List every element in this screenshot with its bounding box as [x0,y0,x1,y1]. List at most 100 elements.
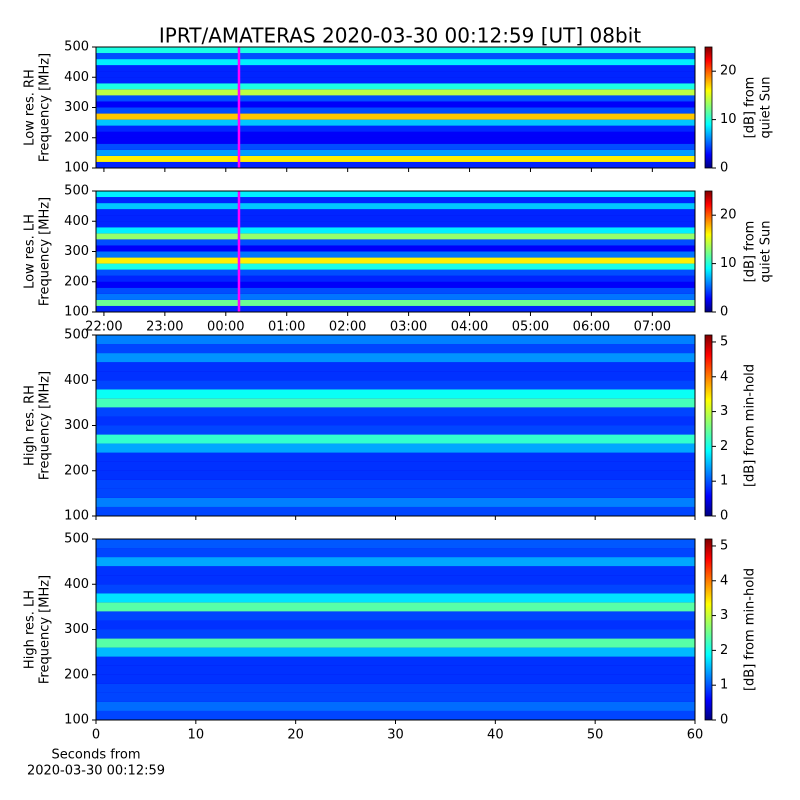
y-tick-label: 500 [64,184,89,199]
colorbar-tick-label: 3 [720,608,728,623]
y-tick-label: 500 [64,40,89,55]
y-tick-label: 100 [64,713,89,728]
x-tick-label: 03:00 [390,320,427,335]
y-tick-label: 200 [64,667,89,682]
heat-band [96,221,695,228]
x-axis-label: Seconds from [51,748,140,763]
y-tick-label: 100 [64,161,89,176]
heat-band [96,443,695,453]
x-tick-label: 60 [687,728,704,743]
heat-band [96,239,695,246]
y-axis-label: Frequency [MHz] [38,53,53,162]
x-tick-label: 20 [287,728,304,743]
heat-band [96,407,695,417]
heat-band [96,692,695,702]
heat-band [96,506,695,516]
colorbar-tick-label: 2 [720,439,728,454]
heat-band [96,434,695,444]
x-tick-label: 23:00 [146,320,183,335]
colorbar [704,334,713,517]
y-axis-label: Frequency [MHz] [38,575,53,684]
y-axis-label: High res. RH [23,385,38,466]
heat-band [96,335,695,345]
heat-band [96,203,695,210]
heat-band [96,299,695,306]
x-tick-label: 30 [387,728,404,743]
heat-band [96,566,695,576]
y-tick-label: 300 [64,622,89,637]
heat-band [96,425,695,435]
heat-band [96,638,695,648]
y-tick-label: 400 [64,214,89,229]
heat-band [96,149,695,156]
colorbar [704,538,713,721]
heat-band [96,398,695,408]
x-tick-label: 50 [587,728,604,743]
x-tick-label: 02:00 [329,320,366,335]
colorbar-tick-label: 0 [720,161,728,176]
y-tick-label: 500 [64,532,89,547]
y-tick-label: 400 [64,373,89,388]
heat-band [96,479,695,489]
x-tick-label: 40 [487,728,504,743]
heat-band [96,245,695,252]
heat-band [96,380,695,390]
colorbar [704,190,713,313]
heat-band [96,101,695,108]
heat-band [96,281,695,288]
heat-band [96,452,695,462]
colorbar-tick-label: 20 [720,208,737,223]
y-tick-label: 200 [64,463,89,478]
heat-band [96,470,695,480]
heat-band [96,539,695,549]
colorbar-tick-label: 10 [720,256,737,271]
heat-band [96,575,695,585]
x-tick-label: 07:00 [634,320,671,335]
heat-band [96,362,695,372]
y-tick-label: 500 [64,328,89,343]
heat-band [96,137,695,144]
y-axis-label: Low res. RH [23,69,38,146]
heat-band [96,89,695,96]
colorbar-tick-label: 3 [720,404,728,419]
heat-band [96,647,695,657]
heat-band [96,665,695,675]
x-axis-label: 2020-03-30 00:12:59 [27,764,165,779]
colorbar-tick-label: 2 [720,643,728,658]
colorbar-tick-label: 5 [720,538,728,553]
heat-band [96,251,695,258]
x-tick-label: 0 [92,728,100,743]
x-tick-label: 00:00 [207,320,244,335]
heat-band [96,488,695,498]
colorbar-tick-label: 4 [720,369,728,384]
y-tick-label: 200 [64,130,89,145]
y-tick-label: 400 [64,577,89,592]
x-tick-label: 04:00 [451,320,488,335]
heat-band [96,674,695,684]
heat-band [96,275,695,282]
colorbar-label: quiet Sun [759,76,774,138]
heat-band [96,107,695,114]
heat-band [96,584,695,594]
y-tick-label: 300 [64,100,89,115]
x-tick-label: 10 [188,728,205,743]
heat-band [96,257,695,264]
heat-band [96,287,695,294]
colorbar-label: quiet Sun [759,220,774,282]
y-tick-label: 200 [64,274,89,289]
heat-band [96,53,695,60]
heat-band [96,557,695,567]
heat-band [96,611,695,621]
heat-band [96,233,695,240]
y-tick-label: 100 [64,509,89,524]
heat-band [96,83,695,90]
heat-band [96,269,695,276]
x-tick-label: 22:00 [85,320,122,335]
heat-band [96,371,695,381]
heat-band [96,461,695,471]
heat-band [96,227,695,234]
colorbar-tick-label: 20 [720,64,737,79]
y-axis-label: Low res. LH [23,214,38,289]
heat-band [96,197,695,204]
